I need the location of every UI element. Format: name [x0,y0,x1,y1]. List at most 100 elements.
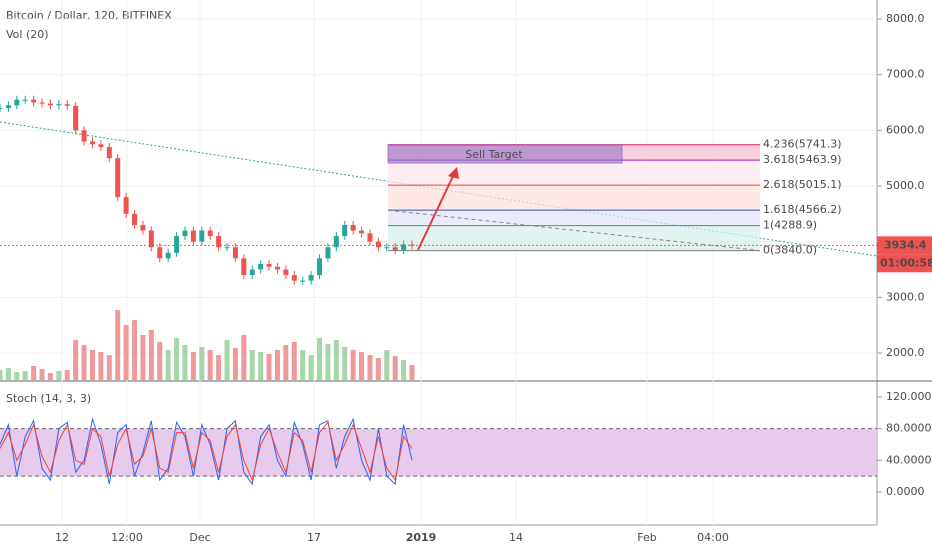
volume-bar [258,352,264,380]
candle [165,252,171,259]
price-tick-label: 3000.0 [886,290,925,303]
volume-bar [224,340,230,380]
candle [132,213,138,225]
candle [266,263,272,267]
volume-bar [14,372,20,380]
sell-target-label: Sell Target [465,148,523,161]
candle [0,108,3,110]
candle [232,247,238,259]
fib-label: 0(3840.0) [763,244,817,257]
fib-label: 1.618(4566.2) [763,203,842,216]
volume-bar [106,355,112,380]
volume-bar [384,350,390,380]
stoch-band [0,428,877,477]
volume-bar [47,373,53,380]
volume-bar [199,347,205,380]
candle [384,247,390,249]
time-label: 17 [307,531,321,544]
volume-bar [375,358,381,380]
candle [182,230,188,237]
candle [224,247,230,249]
stoch-tick-label: 0.0000 [886,485,925,498]
fib-diagonal [387,209,761,252]
time-label: 2019 [406,531,437,544]
volume-bar [317,338,323,380]
price-tick-label: 7000.0 [886,68,925,81]
volume-bar [115,310,121,380]
candle [39,102,45,104]
volume-bar [148,330,154,380]
candle [333,236,339,248]
volume-bar [342,347,348,380]
fib-band [388,210,760,226]
price-tick-label: 6000.0 [886,123,925,136]
candle [199,230,205,242]
volume-bar [123,325,129,380]
candle [81,130,87,142]
volume-bar [31,366,37,380]
last-price-label: 3934.4 [884,238,927,251]
sell-target-box [387,144,623,164]
volume-bar [266,354,272,380]
candle [291,275,297,281]
volume-bar [325,344,331,380]
volume-bar [39,369,45,380]
candle [73,105,79,131]
volume-bar [81,345,87,380]
volume-bar [140,335,146,380]
candle [308,275,314,281]
candle [392,247,398,251]
time-label: 12 [55,531,69,544]
time-label: 14 [509,531,523,544]
candle [31,99,37,103]
volume-bar [367,355,373,380]
volume-bar [232,348,238,380]
candle [22,99,28,101]
candle [258,263,264,270]
fib-label: 4.236(5741.3) [763,138,842,151]
volume-bar [0,370,3,380]
volume-bar [350,350,356,380]
candle [174,236,180,253]
price-tag [877,236,932,255]
candle [342,224,348,237]
candle [241,258,247,276]
volume-bar [241,335,247,380]
fib-band [388,185,760,211]
volume-bar [157,342,163,380]
candle [140,224,146,231]
fib-label: 1(4288.9) [763,219,817,232]
volume-bar [409,365,415,380]
volume-bar [283,345,289,380]
arrow [417,171,456,251]
candle [216,236,222,248]
volume-bar [98,352,104,380]
volume-bar [392,356,398,380]
volume-label: Vol (20) [6,28,49,41]
volume-bar [56,371,62,380]
fib-band [388,160,760,186]
volume-bar [300,350,306,380]
candle [56,104,62,106]
symbol-title: Bitcoin / Dollar, 120, BITFINEX [6,9,172,22]
candle [47,103,53,106]
stoch-tick-label: 40.0000 [886,453,932,466]
time-label: Dec [189,531,210,544]
volume-bar [401,360,407,380]
candle [283,269,289,276]
volume-bar [216,355,222,380]
candle [157,247,163,259]
volume-bar [22,371,28,380]
time-label: Feb [637,531,656,544]
candle [367,233,373,242]
candle [300,280,306,282]
candle [207,230,213,237]
volume-bar [132,320,138,380]
stoch-label: Stoch (14, 3, 3) [6,392,91,405]
candle [148,230,154,248]
volume-bar [5,368,11,380]
candle [190,230,196,242]
volume-bar [165,350,171,380]
candle [249,269,255,276]
volume-bar [190,352,196,380]
